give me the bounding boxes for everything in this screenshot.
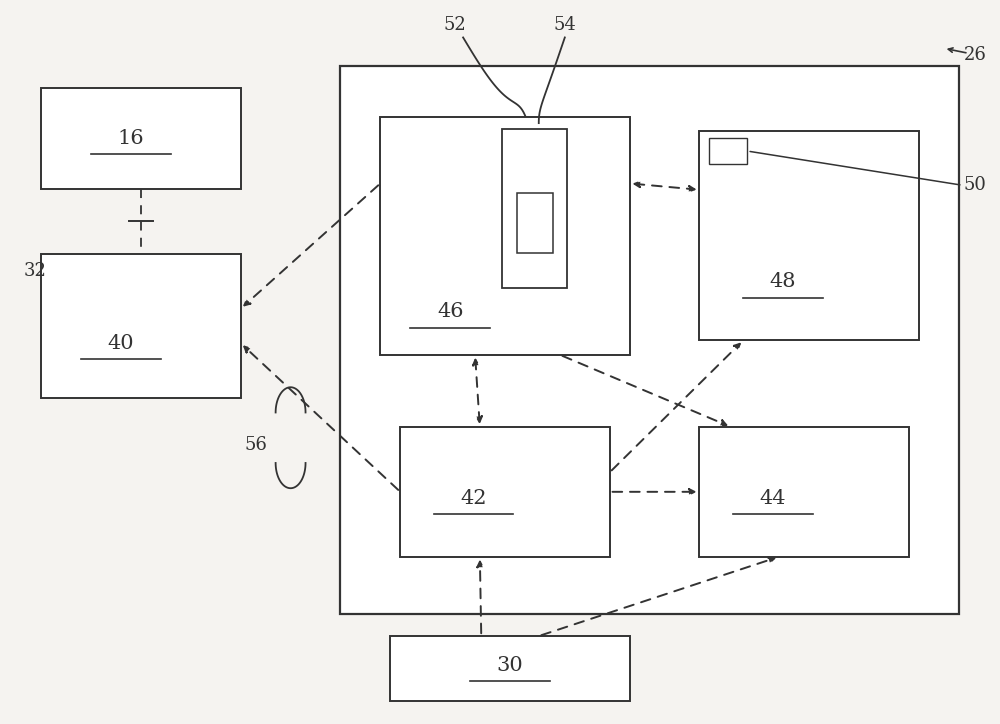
Bar (699, 427, 909, 557)
Text: 40: 40 (108, 334, 134, 353)
Text: 52: 52 (444, 16, 466, 34)
Bar (390, 636, 630, 701)
Bar (380, 117, 630, 355)
Bar (340, 67, 959, 615)
Bar (41, 88, 241, 189)
Bar (41, 254, 241, 398)
Text: 56: 56 (244, 436, 267, 454)
Text: 26: 26 (964, 46, 987, 64)
Text: 44: 44 (759, 489, 786, 508)
Text: 50: 50 (964, 177, 987, 194)
Bar (502, 130, 567, 288)
Bar (709, 138, 747, 164)
Text: 16: 16 (118, 129, 144, 148)
Bar (400, 427, 610, 557)
Text: 54: 54 (553, 16, 576, 34)
Text: 42: 42 (460, 489, 487, 508)
Text: 46: 46 (437, 303, 463, 321)
Bar (699, 131, 919, 340)
Bar (517, 193, 553, 253)
Text: 30: 30 (497, 656, 523, 675)
Text: 48: 48 (770, 272, 796, 291)
Text: 32: 32 (23, 262, 46, 280)
